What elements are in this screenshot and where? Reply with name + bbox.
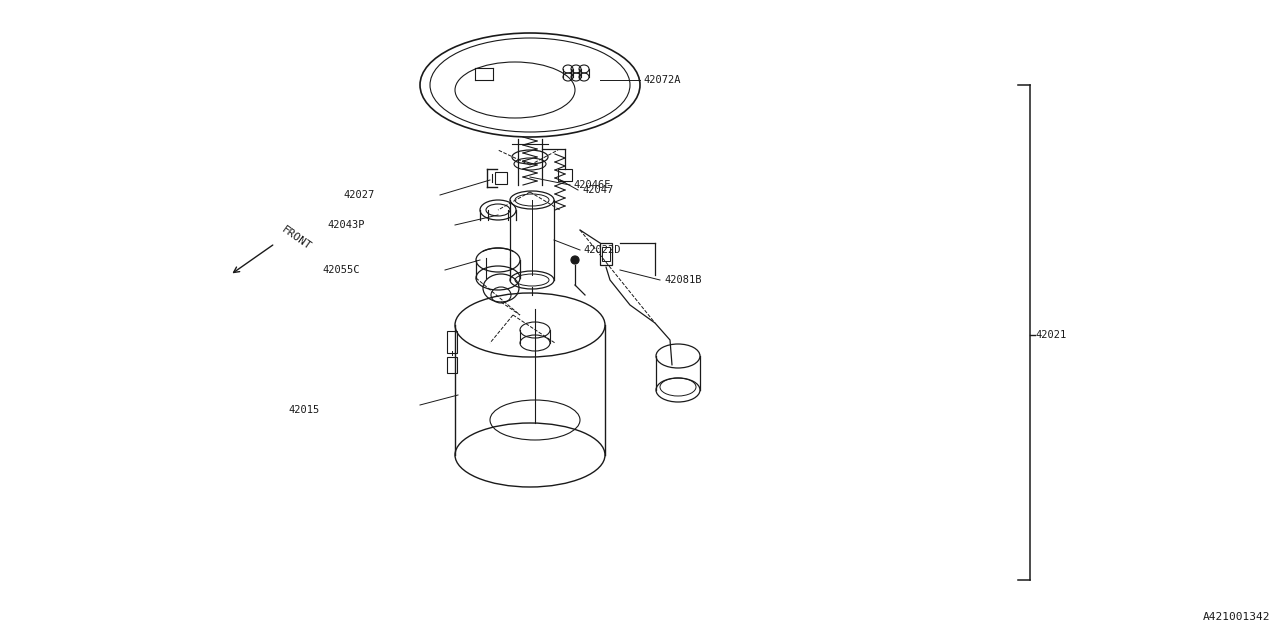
Text: 42046E: 42046E xyxy=(573,180,611,190)
Text: 42081B: 42081B xyxy=(664,275,701,285)
Text: 42015: 42015 xyxy=(289,405,320,415)
Bar xyxy=(495,172,507,184)
Text: 42022D: 42022D xyxy=(582,245,621,255)
Text: 42027: 42027 xyxy=(344,190,375,200)
Bar xyxy=(447,331,457,353)
Text: 42043P: 42043P xyxy=(328,220,365,230)
Bar xyxy=(602,247,611,261)
Text: 42047: 42047 xyxy=(582,185,613,195)
Text: 42072A: 42072A xyxy=(643,75,681,85)
Text: 42021: 42021 xyxy=(1036,330,1066,340)
Ellipse shape xyxy=(571,256,579,264)
Text: 42055C: 42055C xyxy=(323,265,360,275)
Bar xyxy=(447,357,457,373)
Bar xyxy=(600,243,612,265)
Text: A421001342: A421001342 xyxy=(1202,612,1270,622)
Bar xyxy=(558,169,572,181)
Text: FRONT: FRONT xyxy=(280,225,314,252)
